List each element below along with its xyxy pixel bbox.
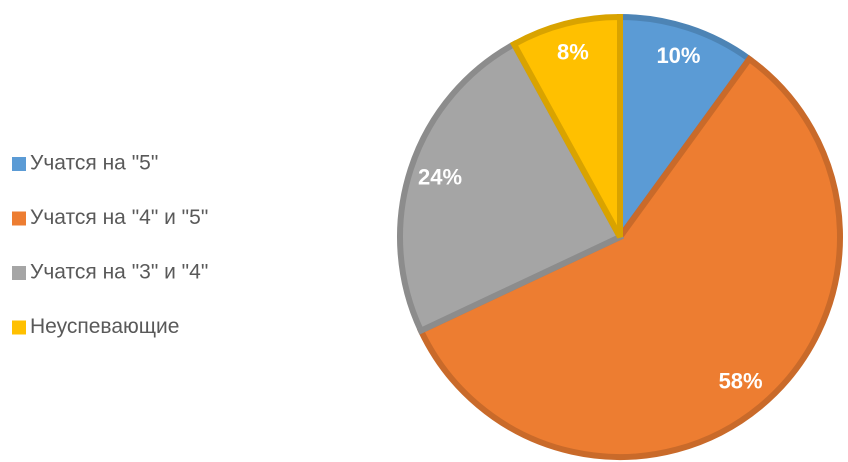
legend-label: Учатся на "3" и "4" — [30, 261, 208, 284]
legend-label: Учатся на "5" — [30, 152, 158, 175]
pie-slice — [509, 13, 623, 239]
pie-slice — [416, 54, 843, 460]
legend-swatch — [12, 157, 26, 171]
legend-swatch — [12, 211, 26, 226]
data-label: 8% — [557, 40, 589, 65]
data-label: 10% — [656, 43, 700, 68]
legend-label: Неуспевающие — [30, 315, 179, 338]
legend-swatch — [12, 266, 26, 280]
pie-slice — [397, 40, 625, 335]
pie-slice — [617, 13, 754, 247]
data-label: 58% — [719, 369, 763, 394]
legend-label: Учатся на "4" и "5" — [30, 206, 208, 229]
legend-swatch — [12, 320, 26, 335]
data-label: 24% — [418, 164, 462, 189]
